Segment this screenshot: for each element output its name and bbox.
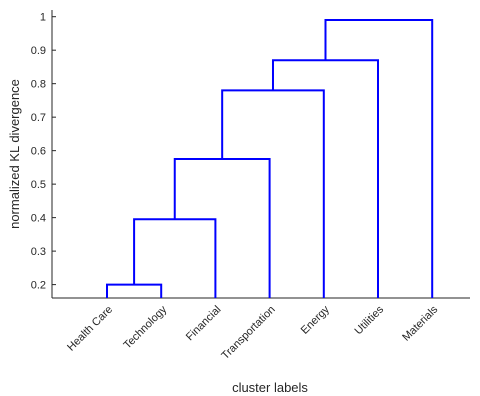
dendrogram-link [133, 218, 217, 298]
axes [51, 10, 470, 299]
y-ticks: 0.2 0.3 0.4 0.5 0.6 0.7 0.8 0.9 1 [31, 12, 56, 292]
dendrogram-link [106, 283, 163, 298]
x-axis-label: cluster labels [232, 380, 308, 395]
x-tick-label: Health Care [65, 304, 115, 354]
y-tick-label: 0.2 [31, 280, 46, 292]
y-tick-label: 0.8 [31, 79, 46, 91]
y-tick-label: 0.7 [31, 112, 46, 124]
x-tick-label: Technology [121, 303, 169, 351]
y-tick-label: 0.4 [31, 213, 46, 225]
x-tick-label: Materials [400, 303, 440, 343]
dendrogram-link [271, 59, 379, 298]
dendrogram-link [221, 89, 325, 298]
y-tick-label: 1 [40, 12, 46, 24]
y-tick-label: 0.3 [31, 246, 46, 258]
x-tick-label: Transportation [219, 304, 277, 362]
x-tick-label: Financial [184, 304, 224, 344]
y-tick-label: 0.5 [31, 179, 46, 191]
y-tick-label: 0.9 [31, 45, 46, 57]
x-tick-labels: Health Care Technology FinancialTransporta… [65, 303, 441, 362]
x-tick-label: Utilities [353, 303, 387, 337]
x-tick-label: Energy [299, 303, 332, 336]
dendrogram-link [173, 158, 271, 298]
y-axis-label: normalized KL divergence [7, 79, 22, 229]
y-tick-label: 0.6 [31, 146, 46, 158]
dendrogram-link [324, 19, 434, 298]
dendrogram-links [106, 19, 434, 298]
